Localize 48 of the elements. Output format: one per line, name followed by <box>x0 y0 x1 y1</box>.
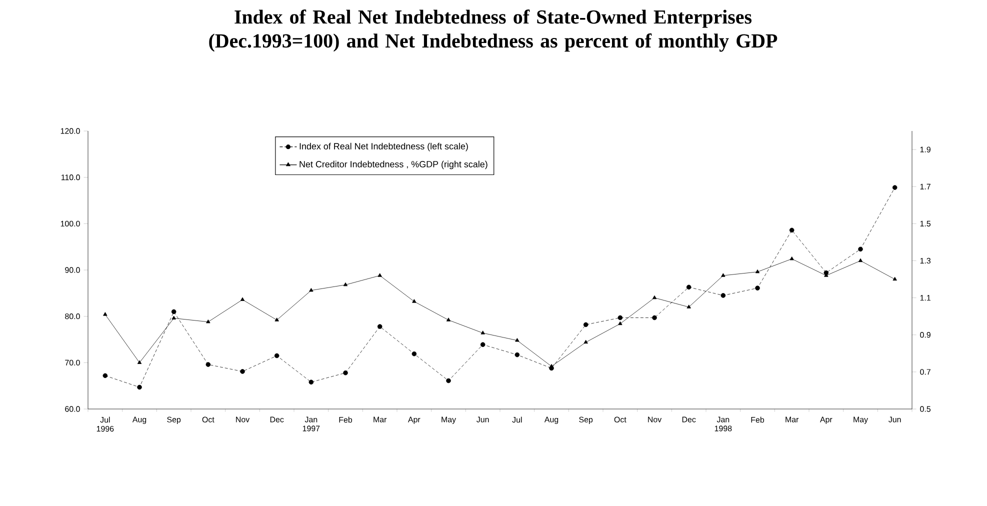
point <box>378 273 382 277</box>
point <box>892 185 898 190</box>
point <box>652 315 657 320</box>
point <box>240 297 245 301</box>
point <box>549 364 554 368</box>
point <box>446 378 451 384</box>
point <box>583 322 588 328</box>
point <box>240 369 245 374</box>
point <box>137 384 142 390</box>
point <box>446 318 451 322</box>
point <box>274 353 280 358</box>
point <box>206 320 210 324</box>
point <box>514 352 520 358</box>
point <box>755 269 760 274</box>
point <box>686 304 691 308</box>
point <box>308 380 314 385</box>
point <box>102 373 108 378</box>
point <box>618 321 622 326</box>
legend-label: Net Creditor Indebtedness , %GDP (right scale) <box>300 160 488 170</box>
point <box>858 246 863 252</box>
point <box>789 228 794 233</box>
point <box>584 340 588 344</box>
point <box>172 316 176 320</box>
legend-label: Index of Real Net Indebtedness (left scale) <box>300 142 468 152</box>
point <box>274 318 279 322</box>
point <box>377 324 382 329</box>
point <box>343 370 348 376</box>
chart-title: Index of Real Net Indebtedness of State-Owned Enterprises (Dec.1993=100) and Net Indebtedness as percent of monthly GDP <box>209 10 778 52</box>
point <box>412 351 417 356</box>
point <box>480 342 486 347</box>
point <box>309 288 314 292</box>
point <box>892 276 897 281</box>
point <box>137 360 142 364</box>
point <box>480 330 485 334</box>
point <box>721 273 726 277</box>
point <box>652 295 657 300</box>
point <box>206 362 211 367</box>
point <box>790 256 794 260</box>
point <box>171 309 176 314</box>
point <box>343 282 348 286</box>
point <box>686 284 692 290</box>
point <box>720 293 726 298</box>
point <box>618 315 623 320</box>
point <box>103 312 108 316</box>
point <box>858 258 863 262</box>
point <box>515 338 520 342</box>
point <box>755 286 760 290</box>
point <box>412 299 416 303</box>
